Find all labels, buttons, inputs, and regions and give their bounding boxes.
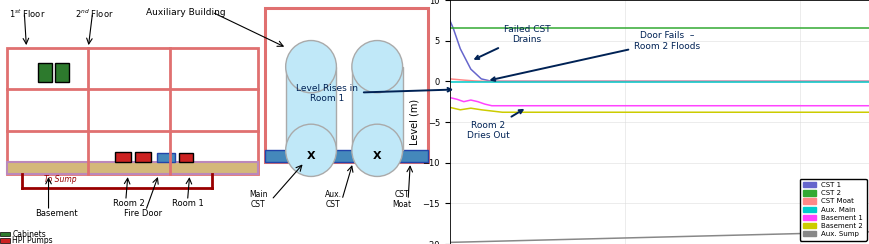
Ellipse shape — [351, 41, 402, 93]
FancyBboxPatch shape — [7, 162, 258, 174]
FancyBboxPatch shape — [0, 232, 10, 236]
FancyBboxPatch shape — [115, 152, 131, 162]
Line: CST 1: CST 1 — [449, 20, 869, 81]
Text: Failed CST
Drains: Failed CST Drains — [474, 25, 549, 59]
Text: Aux.
CST: Aux. CST — [324, 190, 342, 209]
FancyBboxPatch shape — [55, 63, 70, 82]
Basement 2 — [454, 108, 465, 111]
Text: Room 1: Room 1 — [172, 199, 203, 208]
Text: CST
Moat: CST Moat — [391, 190, 410, 209]
Basement 1 — [451, 98, 461, 101]
Basement 1 — [864, 104, 869, 107]
FancyBboxPatch shape — [264, 150, 428, 162]
Text: Basement: Basement — [36, 209, 78, 218]
Text: Main
CST: Main CST — [249, 190, 267, 209]
Legend: CST 1, CST 2, CST Moat, Aux. Main, Basement 1, Basement 2, Aux. Sump: CST 1, CST 2, CST Moat, Aux. Main, Basem… — [799, 179, 866, 241]
Basement 1 — [472, 100, 482, 103]
Text: Room 2
Dries Out: Room 2 Dries Out — [467, 110, 522, 140]
CST Moat — [479, 80, 489, 83]
Text: 1$^{st}$ Floor: 1$^{st}$ Floor — [9, 8, 45, 20]
Basement 2 — [496, 111, 507, 114]
CST Moat — [864, 80, 869, 83]
Text: HPI Pumps: HPI Pumps — [12, 236, 53, 244]
Text: Auxiliary Building: Auxiliary Building — [145, 8, 225, 17]
FancyBboxPatch shape — [351, 67, 402, 150]
CST Moat — [468, 80, 479, 82]
FancyBboxPatch shape — [178, 153, 193, 162]
Text: X: X — [373, 151, 381, 161]
Y-axis label: Level (m): Level (m) — [409, 99, 420, 145]
CST 1 — [864, 80, 869, 83]
Basement 2 — [864, 111, 869, 114]
Text: 2$^{nd}$ Floor: 2$^{nd}$ Floor — [75, 8, 114, 20]
Line: CST Moat: CST Moat — [449, 79, 869, 81]
CST 1 — [444, 19, 454, 22]
Text: Room 2: Room 2 — [112, 199, 144, 208]
CST 1 — [465, 68, 475, 71]
FancyBboxPatch shape — [37, 63, 51, 82]
Basement 2 — [465, 107, 475, 110]
CST 1 — [448, 27, 458, 30]
FancyBboxPatch shape — [135, 152, 151, 162]
FancyBboxPatch shape — [264, 8, 428, 162]
FancyBboxPatch shape — [156, 153, 175, 162]
FancyBboxPatch shape — [0, 238, 10, 243]
Basement 1 — [486, 104, 496, 107]
CST Moat — [458, 79, 468, 81]
Ellipse shape — [351, 124, 402, 176]
CST 1 — [475, 77, 486, 80]
CST Moat — [444, 77, 454, 80]
Ellipse shape — [285, 41, 336, 93]
CST 1 — [454, 47, 465, 50]
Basement 2 — [475, 108, 486, 111]
Basement 1 — [444, 96, 454, 99]
FancyBboxPatch shape — [285, 67, 336, 150]
CST 1 — [486, 80, 496, 83]
Text: Cabinets: Cabinets — [12, 230, 46, 239]
Text: Door Fails  –
Room 2 Floods: Door Fails – Room 2 Floods — [491, 31, 700, 81]
Basement 1 — [465, 99, 475, 102]
Ellipse shape — [285, 124, 336, 176]
Text: Level Rises in
Room 1: Level Rises in Room 1 — [296, 84, 451, 103]
Basement 1 — [479, 103, 489, 106]
Line: Basement 1: Basement 1 — [449, 98, 869, 106]
CST 1 — [514, 80, 525, 83]
FancyBboxPatch shape — [7, 48, 258, 174]
Line: Basement 2: Basement 2 — [449, 107, 869, 112]
Basement 2 — [444, 106, 454, 109]
Basement 1 — [458, 100, 468, 103]
Text: Fire Door: Fire Door — [123, 209, 162, 218]
Text: To Sump: To Sump — [44, 175, 76, 184]
Text: X: X — [307, 151, 315, 161]
